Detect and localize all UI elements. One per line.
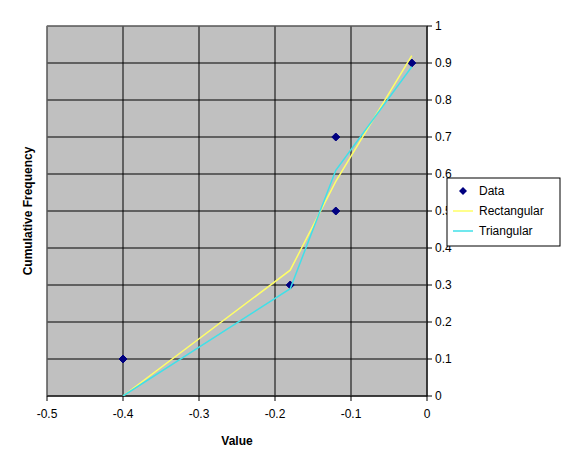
grid-line-x	[275, 26, 276, 396]
legend-label: Data	[479, 184, 505, 198]
y-tick-label: 0.2	[435, 315, 452, 329]
grid-line-y	[47, 359, 427, 360]
x-tick-label: -0.2	[265, 407, 286, 421]
x-tick	[123, 396, 124, 401]
y-tick	[427, 137, 432, 138]
y-tick	[427, 248, 432, 249]
grid-line-x	[123, 26, 124, 396]
x-tick-label: -0.1	[341, 407, 362, 421]
x-tick-label: -0.5	[37, 407, 58, 421]
legend-line	[453, 210, 473, 212]
plot-frame	[47, 26, 427, 396]
legend-label: Rectangular	[479, 204, 544, 218]
grid-line-y	[47, 63, 427, 64]
x-tick	[275, 396, 276, 401]
legend-marker	[459, 187, 467, 195]
data-point	[332, 133, 340, 141]
y-tick	[427, 285, 432, 286]
background	[0, 0, 570, 468]
data-point	[332, 207, 340, 215]
y-tick	[427, 396, 432, 397]
grid-line-y	[47, 211, 427, 212]
y-tick	[427, 174, 432, 175]
y-tick	[427, 26, 432, 27]
x-tick	[427, 396, 428, 401]
plot-marks	[119, 56, 416, 396]
grid-line-x	[199, 26, 200, 396]
y-tick	[427, 322, 432, 323]
grid-line-y	[47, 396, 427, 397]
y-tick	[427, 100, 432, 101]
x-tick	[199, 396, 200, 401]
series-line	[123, 56, 412, 396]
y-tick	[427, 211, 432, 212]
chart: -0.5-0.4-0.3-0.2-0.1000.10.20.30.40.50.6…	[0, 0, 570, 468]
y-tick-label: 0.7	[435, 130, 452, 144]
grid-line-x	[351, 26, 352, 396]
x-tick-label: -0.3	[189, 407, 210, 421]
series-line	[123, 67, 412, 396]
grid-line-y	[47, 174, 427, 175]
legend-label: Triangular	[479, 224, 533, 238]
data-point	[119, 355, 127, 363]
grid-line-y	[47, 248, 427, 249]
grid-line-y	[47, 285, 427, 286]
y-axis-title: Cumulative Frequency	[21, 146, 35, 275]
y-tick-label: 0.8	[435, 93, 452, 107]
x-tick-label: 0	[424, 407, 431, 421]
x-axis-title: Value	[221, 434, 253, 448]
x-tick	[351, 396, 352, 401]
y-tick-label: 0	[435, 389, 442, 403]
grid-line-y	[47, 137, 427, 138]
y-tick-label: 0.3	[435, 278, 452, 292]
y-tick-label: 0.1	[435, 352, 452, 366]
y-tick-label: 1	[435, 19, 442, 33]
y-tick-label: 0.9	[435, 56, 452, 70]
y-tick	[427, 63, 432, 64]
legend-box	[447, 178, 560, 246]
x-axis	[47, 396, 427, 397]
legend-line	[453, 230, 473, 232]
grid-line-y	[47, 100, 427, 101]
x-tick-label: -0.4	[113, 407, 134, 421]
x-tick	[47, 396, 48, 401]
y-tick	[427, 359, 432, 360]
plot-area	[47, 26, 427, 396]
